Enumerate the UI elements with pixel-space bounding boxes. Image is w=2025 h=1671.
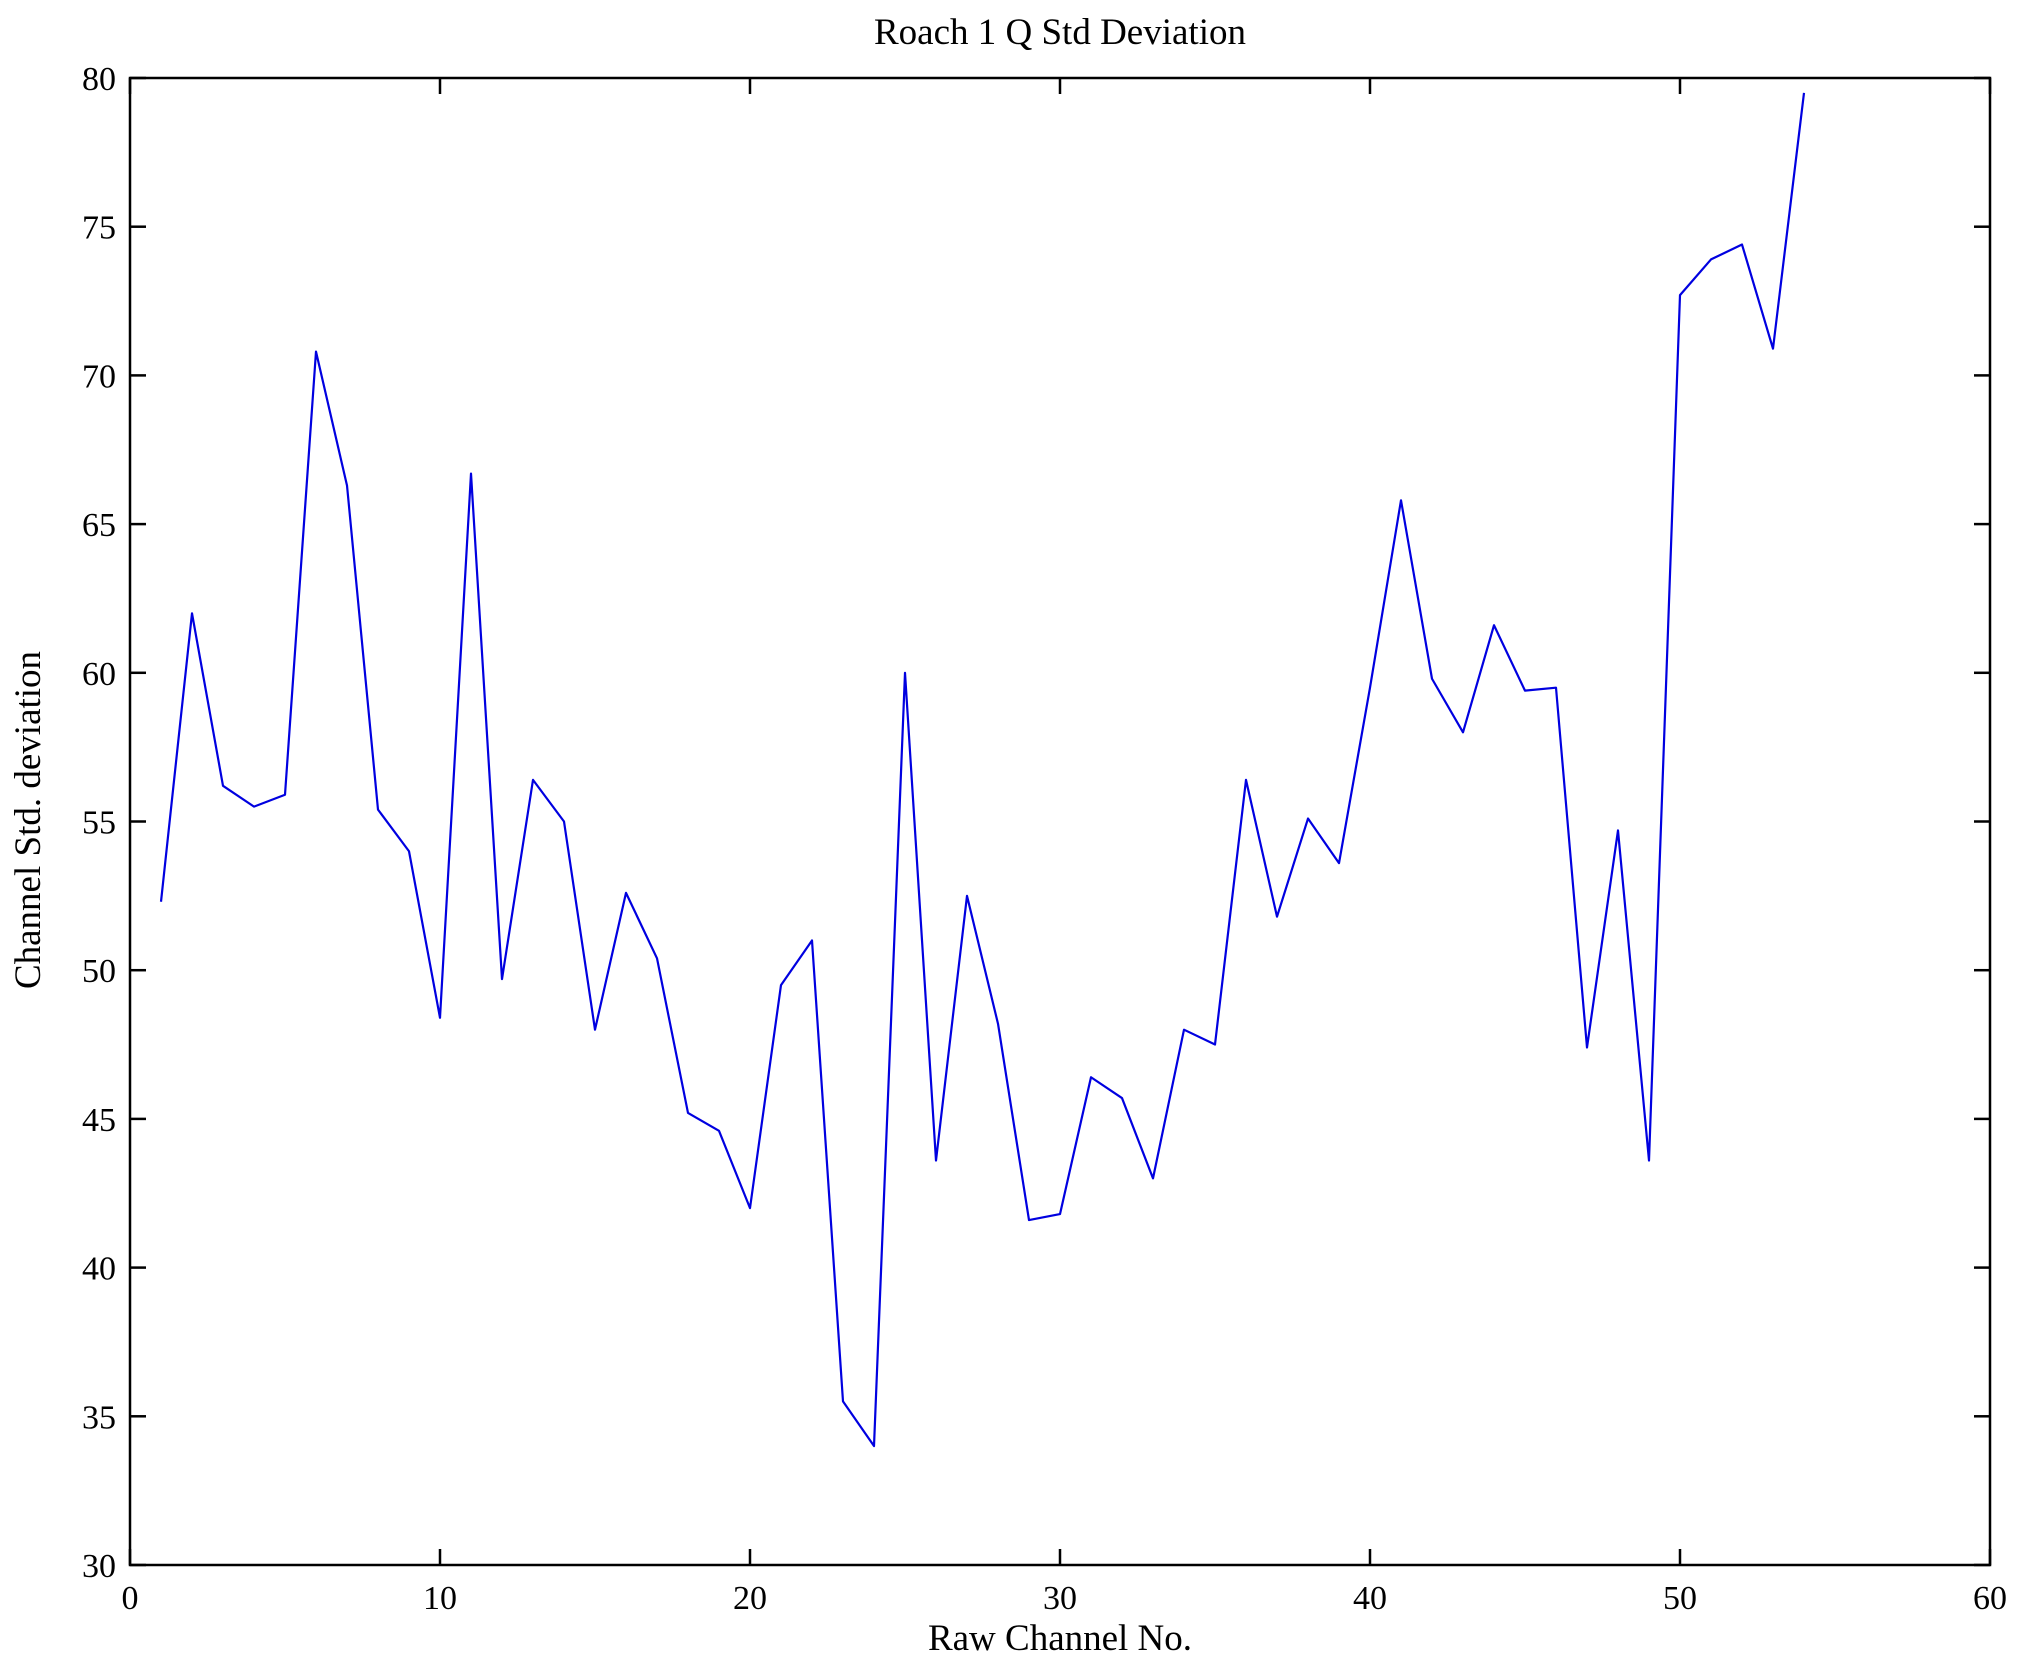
x-tick-label: 60	[1973, 1580, 2007, 1617]
x-tick-label: 20	[733, 1580, 767, 1617]
data-line	[159, 92, 1806, 1448]
y-tick-label: 40	[82, 1251, 116, 1288]
x-tick-label: 40	[1353, 1580, 1387, 1617]
y-tick-label: 55	[82, 805, 116, 842]
y-tick-label: 80	[82, 61, 116, 98]
y-tick-label: 50	[82, 953, 116, 990]
y-tick-label: 65	[82, 507, 116, 544]
x-tick-label: 30	[1043, 1580, 1077, 1617]
y-tick-label: 30	[82, 1548, 116, 1585]
x-tick-label: 10	[423, 1580, 457, 1617]
y-tick-label: 45	[82, 1102, 116, 1139]
x-tick-label: 50	[1663, 1580, 1697, 1617]
y-tick-label: 60	[82, 656, 116, 693]
axes-box	[128, 76, 1992, 1567]
y-tick-label: 75	[82, 210, 116, 247]
x-axis-label: Raw Channel No.	[928, 1618, 1192, 1659]
chart-title: Roach 1 Q Std Deviation	[874, 12, 1246, 53]
y-axis-label: Channel Std. deviation	[8, 651, 49, 989]
plot-area: 0 10 20 30 40 50 60 30 35 40 45 50 55 60 65 70 75 80	[82, 61, 2007, 1617]
y-tick-label: 35	[82, 1399, 116, 1436]
x-tick-label: 0	[122, 1580, 139, 1617]
y-tick-label: 70	[82, 358, 116, 395]
